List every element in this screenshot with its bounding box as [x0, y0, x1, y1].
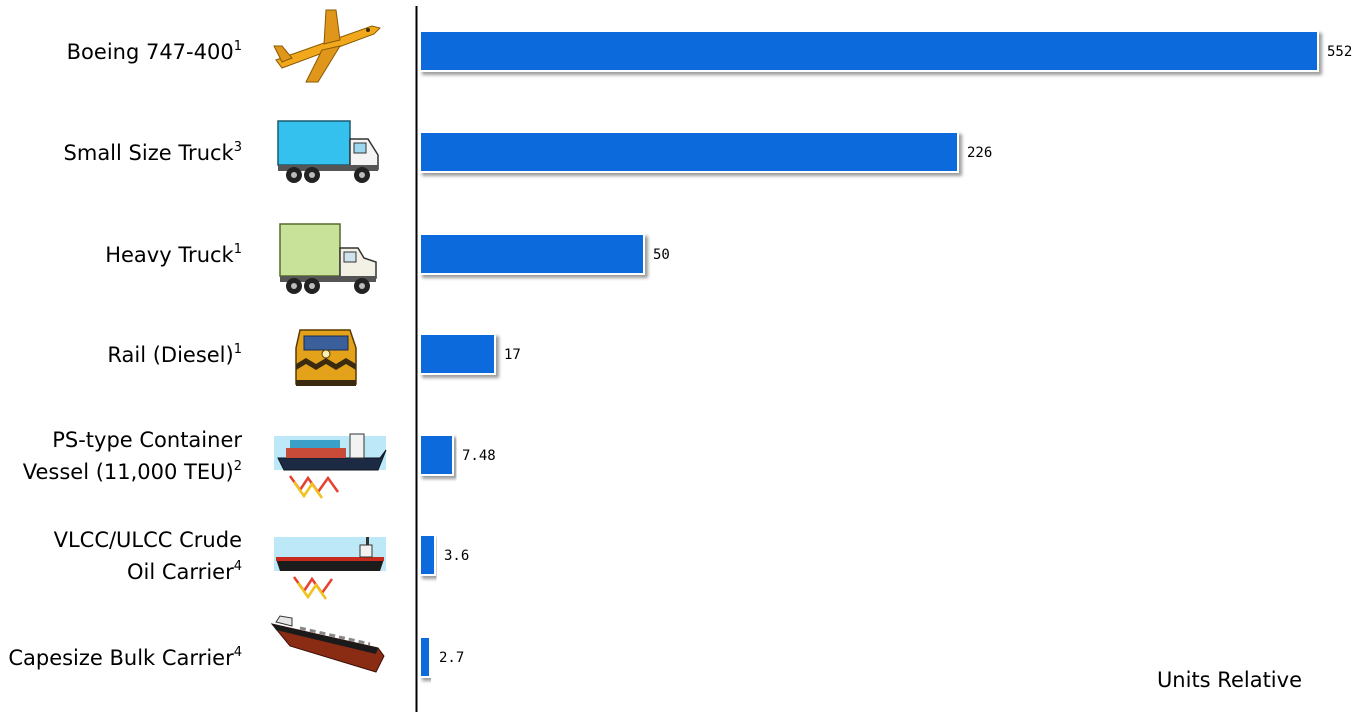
category-label: PS-type Container [52, 428, 242, 452]
diesel-locomotive-icon [295, 329, 357, 386]
category-label: Boeing 747-4001 [67, 39, 242, 64]
footnote-marker: 1 [234, 39, 242, 54]
category-icons [270, 9, 387, 673]
value-label: 226 [967, 145, 992, 161]
footnote-marker: 4 [234, 645, 242, 660]
category-label: Small Size Truck3 [64, 140, 242, 165]
category-label: Oil Carrier4 [127, 559, 242, 584]
category-label: Heavy Truck1 [105, 242, 242, 267]
bar [419, 333, 496, 375]
bar [419, 534, 436, 576]
bars [419, 30, 1319, 678]
footnote-marker: 2 [234, 459, 242, 474]
value-labels: 552 226 50 17 7.48 3.6 2.7 [439, 44, 1352, 666]
footnote-marker: 3 [234, 140, 242, 155]
bulk-carrier-icon [270, 615, 385, 673]
bar [419, 131, 959, 173]
footnote-marker: 4 [234, 559, 242, 574]
airplane-icon [273, 9, 381, 83]
footnote-marker: 1 [234, 242, 242, 257]
category-label: Vessel (11,000 TEU)2 [23, 459, 242, 484]
heavy-truck-icon [279, 223, 377, 294]
container-ship-icon [274, 433, 387, 499]
bar [419, 434, 454, 476]
bar [419, 30, 1319, 72]
value-label: 3.6 [444, 548, 469, 564]
box-truck-icon [277, 120, 379, 183]
bar [419, 233, 645, 275]
footnote-marker: 1 [234, 342, 242, 357]
bar [419, 636, 431, 678]
value-label: 552 [1327, 44, 1352, 60]
category-label: Capesize Bulk Carrier4 [8, 645, 242, 670]
oil-tanker-icon [274, 537, 386, 600]
units-note: Units Relative [1157, 668, 1302, 692]
category-label: VLCC/ULCC Crude [54, 528, 242, 552]
value-label: 50 [653, 247, 670, 263]
category-labels: Boeing 747-4001 Small Size Truck3 Heavy Tr… [8, 39, 242, 670]
value-label: 7.48 [462, 448, 496, 464]
value-label: 17 [504, 347, 521, 363]
value-label: 2.7 [439, 650, 464, 666]
category-label: Rail (Diesel)1 [107, 342, 242, 367]
